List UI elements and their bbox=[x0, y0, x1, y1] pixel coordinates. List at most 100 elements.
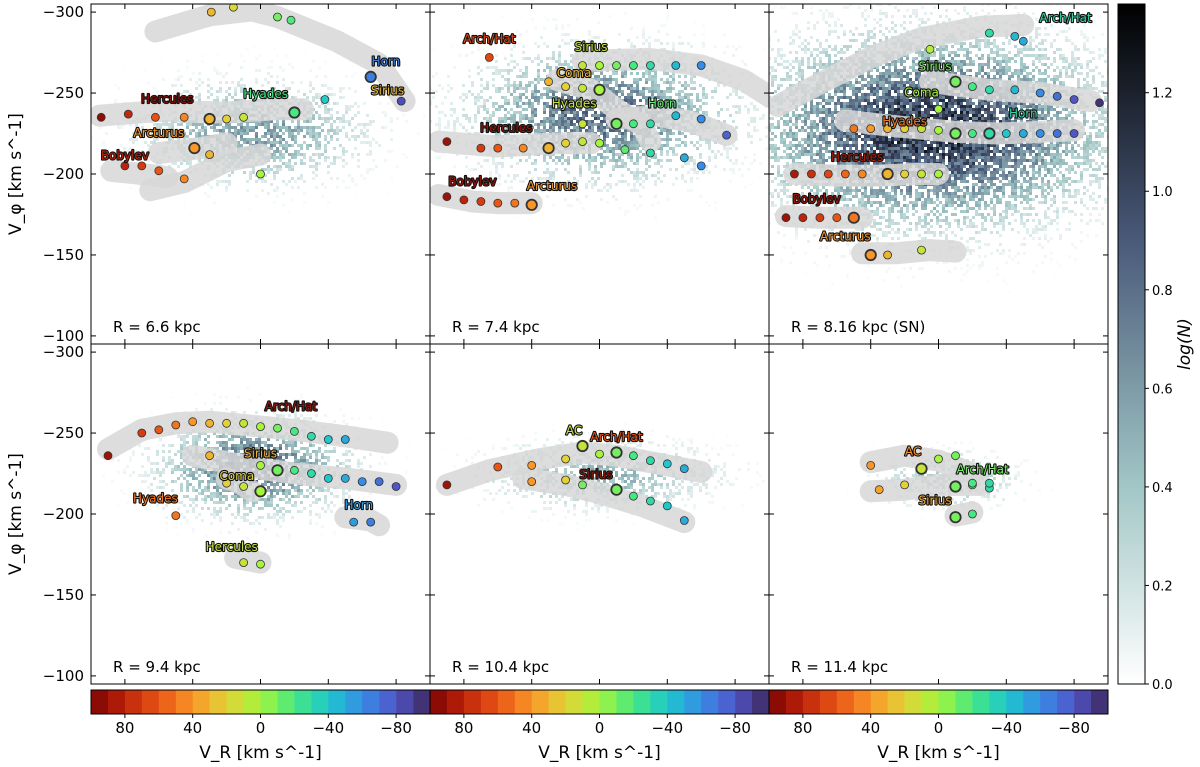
density-cell bbox=[666, 153, 669, 156]
density-cell bbox=[531, 120, 534, 123]
density-cell bbox=[558, 117, 561, 120]
density-cell bbox=[549, 57, 552, 60]
density-cell bbox=[822, 186, 825, 189]
density-cell bbox=[222, 75, 225, 78]
stream-point bbox=[150, 112, 160, 122]
density-cell bbox=[360, 141, 363, 144]
density-cell bbox=[477, 45, 480, 48]
density-cell bbox=[651, 75, 654, 78]
density-cell bbox=[228, 63, 231, 66]
density-cell bbox=[639, 183, 642, 186]
density-cell bbox=[486, 9, 489, 12]
density-cell bbox=[546, 66, 549, 69]
density-cell bbox=[516, 75, 519, 78]
density-cell bbox=[486, 120, 489, 123]
density-cell bbox=[339, 144, 342, 147]
density-cell bbox=[300, 81, 303, 84]
density-cell bbox=[219, 90, 222, 93]
density-cell bbox=[552, 171, 555, 174]
density-cell bbox=[430, 99, 432, 102]
density-cell bbox=[591, 72, 594, 75]
density-cell bbox=[642, 186, 645, 189]
density-cell bbox=[213, 126, 216, 129]
density-cell bbox=[693, 144, 696, 147]
density-cell bbox=[336, 156, 339, 159]
density-cell bbox=[576, 198, 579, 201]
density-cell bbox=[273, 177, 276, 180]
density-cell bbox=[672, 105, 675, 108]
density-cell bbox=[621, 162, 624, 165]
density-cell bbox=[324, 93, 327, 96]
density-cell bbox=[672, 102, 675, 105]
density-cell bbox=[318, 117, 321, 120]
density-cell bbox=[330, 117, 333, 120]
density-cell bbox=[312, 60, 315, 63]
density-cell bbox=[354, 195, 357, 198]
density-cell bbox=[573, 114, 576, 117]
density-cell bbox=[342, 117, 345, 120]
density-cell bbox=[444, 126, 447, 129]
density-cell bbox=[657, 201, 660, 204]
density-cell bbox=[483, 183, 486, 186]
density-cell bbox=[300, 153, 303, 156]
density-cell bbox=[567, 156, 570, 159]
density-cell bbox=[315, 186, 318, 189]
density-cell bbox=[585, 105, 588, 108]
density-cell bbox=[546, 18, 549, 21]
density-cell bbox=[549, 129, 552, 132]
density-cell bbox=[729, 147, 732, 150]
density-cell bbox=[714, 90, 717, 93]
density-cell bbox=[753, 129, 756, 132]
density-cell bbox=[645, 99, 648, 102]
density-cell bbox=[678, 132, 681, 135]
density-cell bbox=[750, 183, 753, 186]
density-cell bbox=[261, 177, 264, 180]
density-cell bbox=[522, 75, 525, 78]
density-cell bbox=[597, 78, 600, 81]
density-cell bbox=[663, 81, 666, 84]
density-cell bbox=[327, 129, 330, 132]
density-cell bbox=[468, 168, 471, 171]
density-cell bbox=[309, 84, 312, 87]
density-cell bbox=[114, 84, 117, 87]
density-cell bbox=[513, 45, 516, 48]
density-cell bbox=[666, 138, 669, 141]
density-cell bbox=[648, 165, 651, 168]
density-cell bbox=[489, 117, 492, 120]
density-cell bbox=[522, 126, 525, 129]
density-cell bbox=[543, 102, 546, 105]
density-cell bbox=[465, 93, 468, 96]
density-cell bbox=[579, 105, 582, 108]
density-cell bbox=[147, 159, 150, 162]
density-cell bbox=[264, 168, 267, 171]
density-cell bbox=[507, 42, 510, 45]
density-cell bbox=[639, 171, 642, 174]
density-cell bbox=[552, 117, 555, 120]
density-cell bbox=[402, 153, 405, 156]
density-cell bbox=[159, 135, 162, 138]
density-cell bbox=[738, 96, 741, 99]
density-cell bbox=[543, 126, 546, 129]
density-cell bbox=[753, 105, 756, 108]
density-cell bbox=[270, 141, 273, 144]
density-cell bbox=[567, 66, 570, 69]
density-cell bbox=[684, 81, 687, 84]
density-cell bbox=[270, 96, 273, 99]
density-cell bbox=[648, 90, 651, 93]
density-cell bbox=[285, 183, 288, 186]
density-cell bbox=[519, 81, 522, 84]
density-cell bbox=[462, 21, 465, 24]
density-cell bbox=[636, 90, 639, 93]
density-cell bbox=[384, 111, 387, 114]
density-cell bbox=[264, 174, 267, 177]
density-cell bbox=[519, 99, 522, 102]
density-cell bbox=[600, 123, 603, 126]
density-cell bbox=[654, 84, 657, 87]
density-cell bbox=[153, 123, 156, 126]
density-cell bbox=[576, 72, 579, 75]
density-cell bbox=[522, 87, 525, 90]
density-cell bbox=[342, 159, 345, 162]
density-cell bbox=[636, 156, 639, 159]
density-cell bbox=[579, 174, 582, 177]
density-cell bbox=[492, 78, 495, 81]
